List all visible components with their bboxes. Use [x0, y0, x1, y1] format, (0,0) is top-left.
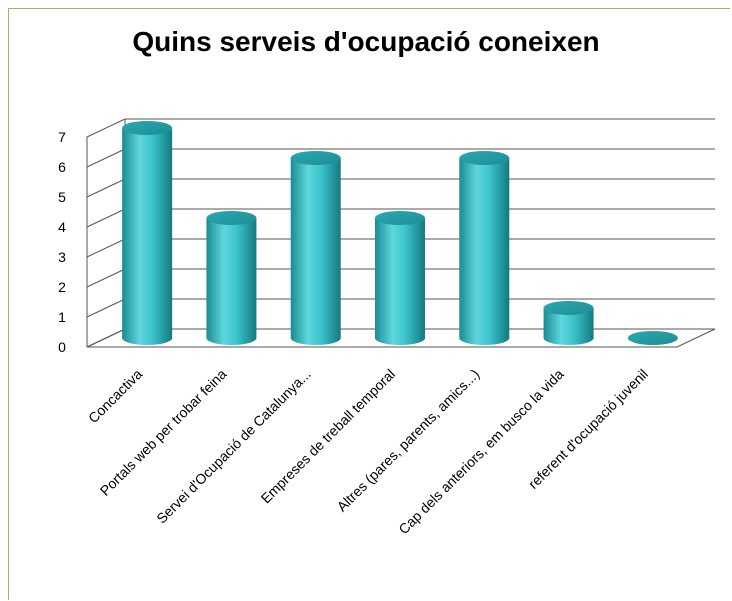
bar-body	[122, 128, 173, 345]
bar-top	[206, 211, 257, 225]
chart-title: Quins serveis d'ocupació coneixen	[132, 26, 600, 57]
bar-body	[206, 218, 257, 345]
x-category-label: Empreses de treball temporal	[257, 366, 398, 507]
y-tick-label: 1	[58, 309, 66, 325]
y-tick-label: 4	[58, 219, 66, 235]
bar	[206, 211, 257, 345]
y-tick-label: 6	[58, 159, 66, 175]
bar	[375, 211, 425, 345]
bar-body	[459, 158, 510, 346]
bar-body	[543, 308, 594, 346]
bar-top	[627, 331, 678, 345]
bar	[543, 301, 594, 346]
y-tick-label: 2	[58, 279, 66, 295]
bar-top	[122, 121, 173, 135]
x-category-label: Concactiva	[85, 366, 145, 426]
bar	[459, 151, 510, 346]
bar-top	[543, 301, 594, 315]
gridline-side	[86, 148, 126, 168]
y-tick-label: 3	[58, 249, 66, 265]
bar-body	[290, 158, 341, 346]
gridline-side	[86, 118, 126, 138]
chart-floor	[86, 328, 716, 348]
bar-body	[375, 218, 425, 345]
gridline-side	[86, 238, 126, 258]
bar	[290, 151, 341, 346]
gridline-side	[86, 208, 126, 228]
x-category-label: Cap dels anteriors, em busco la vida	[395, 366, 567, 538]
x-category-label: Servei d'Ocupació de Catalunya...	[153, 366, 314, 527]
y-tick-label: 5	[58, 189, 66, 205]
gridline-side	[86, 178, 126, 198]
x-category-label: Altres (pares, parents, amics...)	[334, 366, 483, 515]
bar-top	[375, 211, 425, 225]
gridline-side	[86, 268, 126, 288]
gridline-side	[86, 298, 126, 318]
y-tick-label: 7	[58, 129, 66, 145]
bar	[122, 121, 173, 345]
y-axis-ticks: 0 1 2 3 4 5 6 7	[58, 129, 66, 355]
bar	[627, 331, 678, 345]
bar-top	[459, 151, 510, 165]
bars	[122, 121, 678, 346]
bar-top	[290, 151, 341, 165]
y-tick-label: 0	[58, 339, 66, 355]
